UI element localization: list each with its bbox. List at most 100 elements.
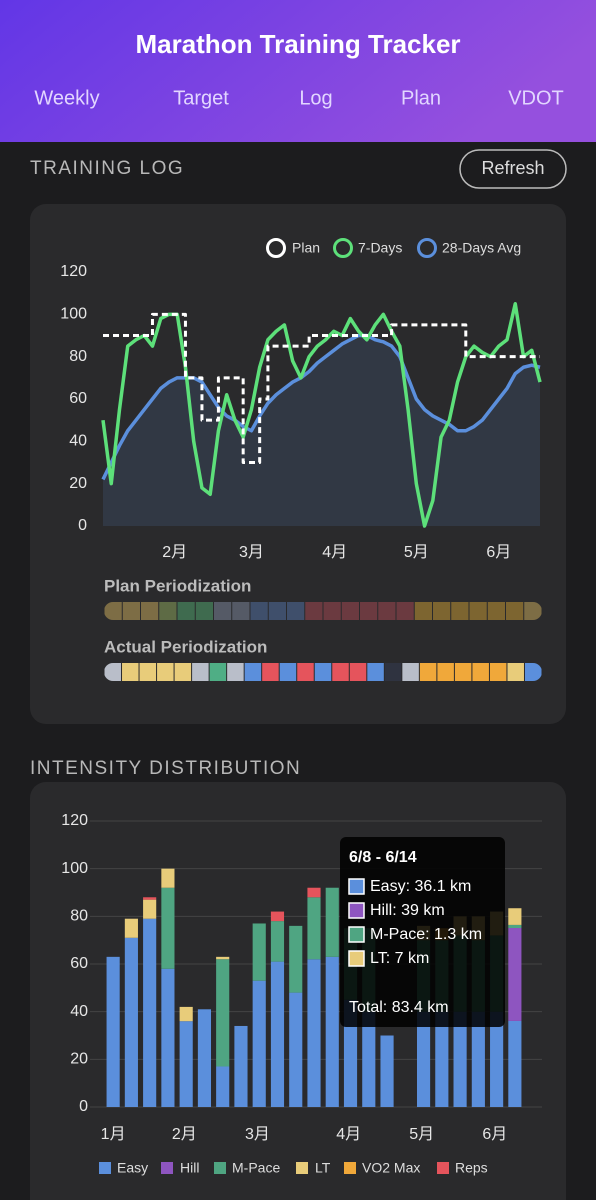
- y-tick-label: 120: [61, 812, 88, 829]
- period-cell: [454, 663, 472, 681]
- tooltip-swatch: [348, 926, 365, 943]
- legend-swatch: [214, 1162, 226, 1174]
- tooltip-item: LT: 7 km: [370, 950, 429, 967]
- bar-segment: [289, 925, 303, 993]
- refresh-label[interactable]: Refresh: [481, 158, 544, 178]
- nav-tab[interactable]: VDOT: [508, 87, 564, 109]
- bar-segment: [270, 961, 285, 1107]
- bar-segment: [252, 923, 266, 981]
- period-cell: [341, 602, 359, 620]
- card: [30, 204, 566, 724]
- x-tick-label: 5月: [409, 1126, 434, 1143]
- bar-segment: [490, 1011, 504, 1107]
- period-cell: [122, 663, 139, 681]
- section-heading: INTENSITY DISTRIBUTION: [30, 758, 301, 779]
- y-tick-label: 20: [69, 475, 87, 492]
- bar-segment: [325, 887, 339, 957]
- x-tick-label: 2月: [162, 544, 187, 561]
- legend-marker: [417, 238, 437, 258]
- period-cell: [314, 663, 332, 681]
- period-cell: [104, 602, 122, 620]
- nav-tab[interactable]: Plan: [401, 87, 441, 109]
- y-tick-label: 0: [78, 517, 87, 534]
- tooltip-item: Hill: 39 km: [370, 902, 445, 919]
- x-tick-label: 6月: [482, 1126, 507, 1143]
- legend-label: VO2 Max: [362, 1160, 420, 1176]
- period-cell: [437, 663, 454, 681]
- legend-label: Hill: [180, 1160, 199, 1176]
- tooltip-item: M-Pace: 1.3 km: [370, 926, 482, 943]
- line: [101, 333, 541, 481]
- period-cell: [433, 602, 451, 620]
- bar-segment: [179, 1021, 193, 1107]
- x-tick-label: 6月: [486, 544, 511, 561]
- bar-segment: [252, 980, 266, 1107]
- period-cell: [244, 663, 262, 681]
- period-cell: [489, 663, 507, 681]
- nav-tab[interactable]: Log: [299, 87, 332, 109]
- tooltip-swatch: [348, 902, 365, 919]
- bar-segment: [179, 1006, 193, 1022]
- period-cell: [524, 602, 542, 620]
- period-cell: [209, 663, 227, 681]
- bar-segment: [362, 1011, 376, 1107]
- bar-segment: [471, 1011, 485, 1107]
- y-tick-label: 60: [69, 390, 87, 407]
- nav-tab[interactable]: Weekly: [34, 87, 99, 109]
- bar-segment: [289, 992, 303, 1107]
- period-cell: [349, 663, 367, 681]
- tooltip-swatch: [348, 950, 365, 967]
- period-cell: [419, 663, 437, 681]
- legend-label: Reps: [455, 1160, 488, 1176]
- legend-swatch: [296, 1162, 308, 1174]
- period-cell: [472, 663, 489, 681]
- legend-swatch: [437, 1162, 449, 1174]
- y-tick-label: 60: [70, 955, 88, 972]
- actual-periodization: [104, 663, 542, 681]
- nav-tab[interactable]: Target: [173, 87, 229, 109]
- period-cell: [262, 663, 279, 681]
- period-cell: [279, 663, 297, 681]
- bar-segment: [143, 897, 157, 900]
- period-cell: [305, 602, 323, 620]
- refresh-button[interactable]: [459, 149, 567, 189]
- bar-segment: [143, 918, 157, 1107]
- legend-label: LT: [315, 1160, 331, 1176]
- y-tick-label: 40: [69, 433, 87, 450]
- legend-swatch: [161, 1162, 173, 1174]
- bar-segment: [197, 1009, 212, 1107]
- period-cell: [174, 663, 192, 681]
- period-cell: [227, 663, 244, 681]
- x-tick-label: 4月: [322, 544, 347, 561]
- bar-segment: [216, 956, 230, 960]
- y-tick-label: 100: [61, 860, 88, 877]
- line: [103, 312, 540, 464]
- header-bar: [0, 0, 596, 142]
- period-cell: [141, 602, 159, 620]
- tooltip-item: Easy: 36.1 km: [370, 878, 471, 895]
- period-cell: [323, 602, 341, 620]
- period-cell: [192, 663, 209, 681]
- period-cell: [122, 602, 140, 620]
- period-cell: [104, 663, 122, 681]
- legend-marker: [333, 238, 353, 258]
- period-cell: [451, 602, 469, 620]
- bar-segment: [216, 959, 230, 1067]
- bar-segment: [161, 887, 175, 969]
- tooltip: [340, 837, 505, 1027]
- period-cell: [232, 602, 250, 620]
- period-cell: [177, 602, 195, 620]
- period-cell: [378, 602, 396, 620]
- periodization-label: Actual Periodization: [104, 637, 267, 656]
- period-cell: [414, 602, 432, 620]
- tooltip-title: 6/8 - 6/14: [349, 849, 417, 866]
- period-cell: [367, 663, 384, 681]
- bar-segment: [161, 868, 175, 888]
- x-tick-label: 3月: [239, 544, 264, 561]
- bar-segment: [270, 911, 285, 922]
- period-cell: [506, 602, 524, 620]
- legend-swatch: [344, 1162, 356, 1174]
- legend-marker: [266, 238, 286, 258]
- bar-segment: [161, 968, 175, 1107]
